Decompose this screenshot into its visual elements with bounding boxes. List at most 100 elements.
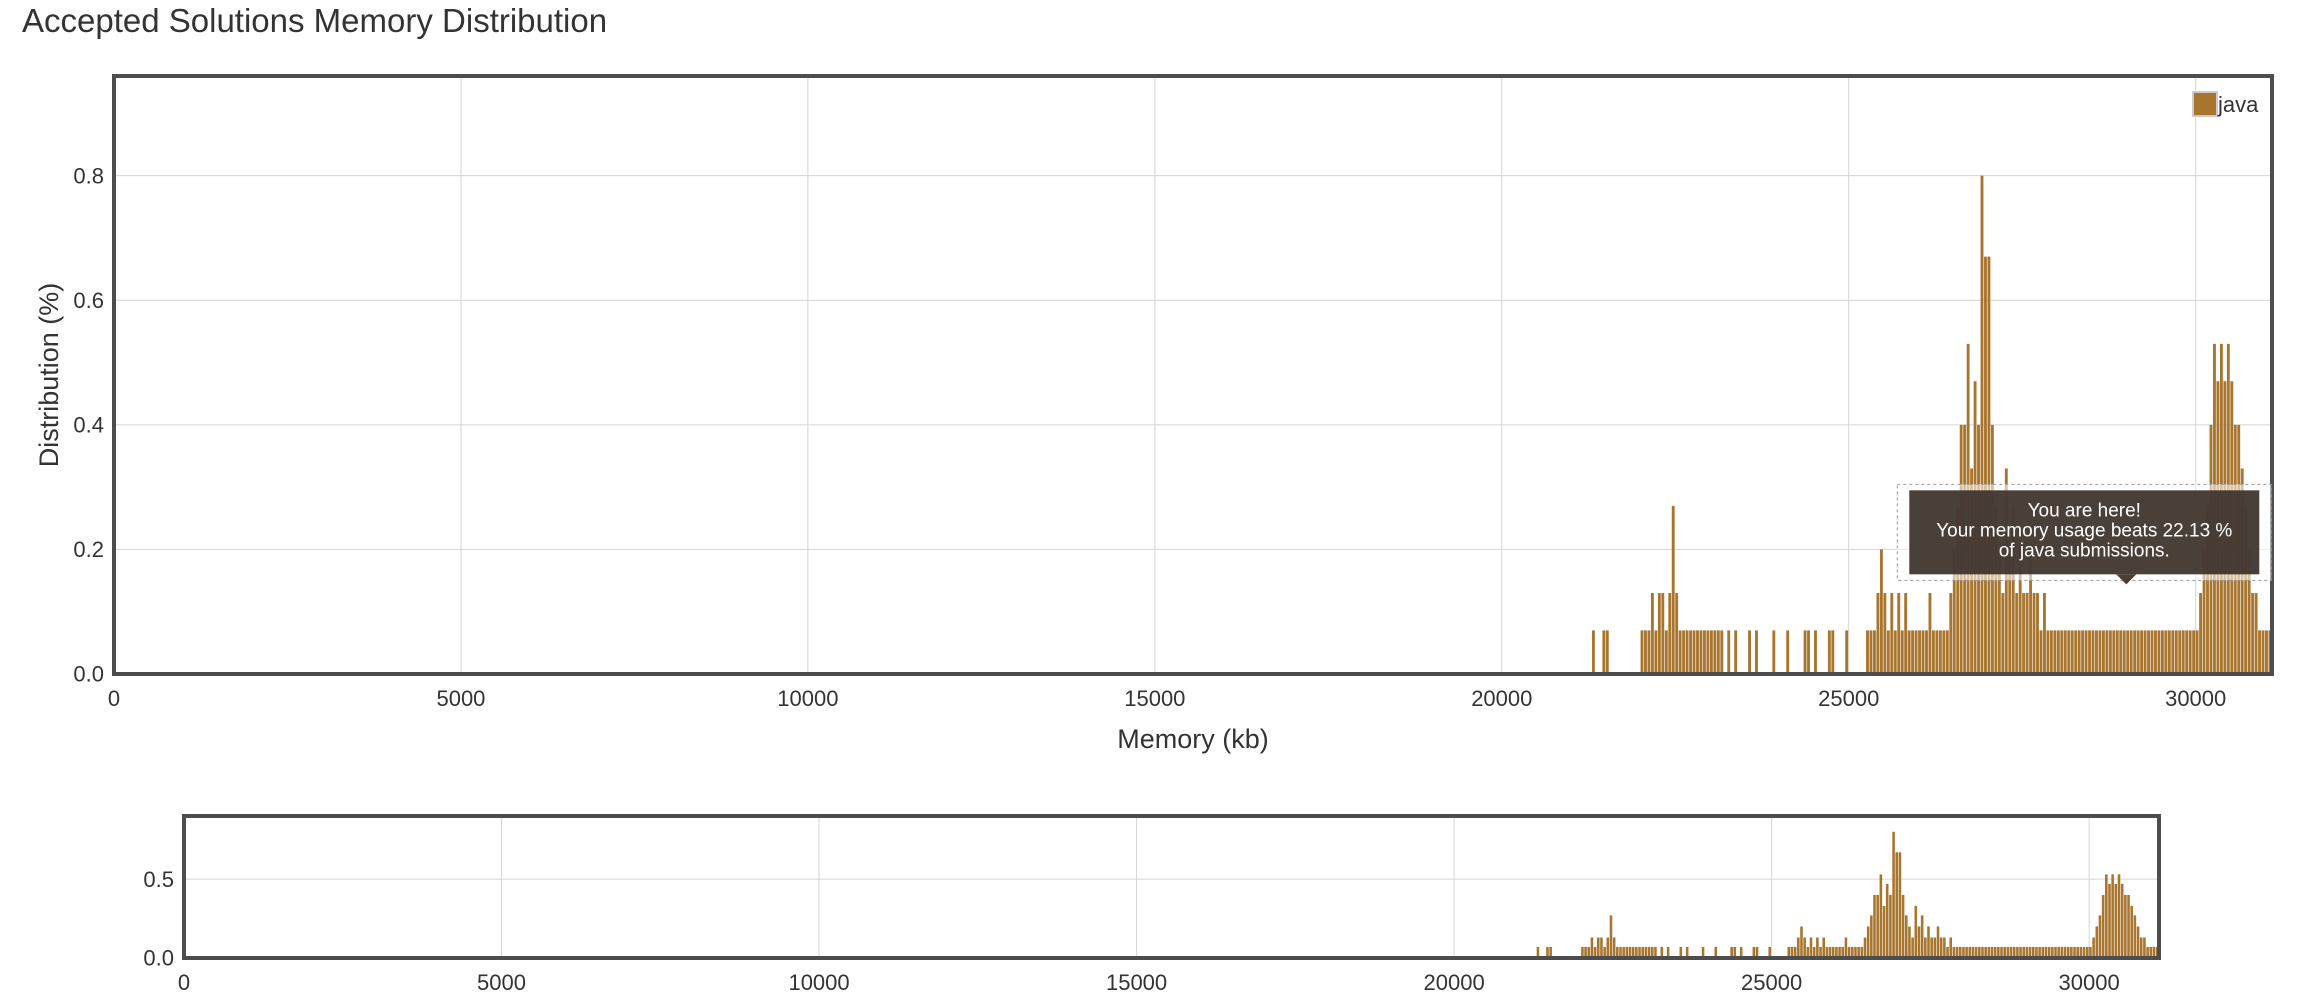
- nav-bar: [1962, 946, 1965, 958]
- main-bar: [1647, 630, 1651, 674]
- main-bar: [1997, 549, 2001, 674]
- main-bar: [2150, 630, 2154, 674]
- nav-xtick-label: 0: [178, 970, 190, 995]
- nav-bar: [1641, 946, 1645, 958]
- nav-ytick-label: 0.0: [143, 946, 174, 971]
- main-bar: [1803, 630, 1807, 674]
- nav-bar: [2051, 946, 2054, 958]
- nav-bar: [2114, 883, 2118, 958]
- main-xtick-label: 30000: [2165, 686, 2226, 711]
- nav-bar: [1987, 946, 1991, 958]
- legend-label-java: java: [2217, 92, 2259, 117]
- nav-bar: [1590, 937, 1594, 958]
- nav-bar: [1857, 946, 1860, 958]
- nav-frame: [182, 814, 2161, 960]
- main-bar: [2244, 505, 2248, 674]
- nav-bar: [1965, 946, 1968, 958]
- nav-bar: [1889, 894, 1892, 958]
- nav-bar: [2000, 946, 2003, 958]
- main-bar: [1938, 630, 1942, 674]
- nav-bar: [1622, 946, 1625, 958]
- nav-bar: [1619, 946, 1622, 958]
- main-bar: [1984, 256, 1987, 674]
- nav-bar: [1812, 946, 1816, 958]
- main-xtick-label: 5000: [436, 686, 485, 711]
- main-bar: [2032, 593, 2036, 674]
- nav-bar: [1803, 937, 1806, 958]
- nav-bar: [1549, 946, 1552, 958]
- main-bar: [1911, 630, 1915, 674]
- nav-bar: [1885, 883, 1889, 958]
- main-bar: [1807, 630, 1810, 674]
- nav-bar: [1660, 946, 1664, 958]
- nav-bar: [1930, 937, 1933, 958]
- main-bar: [1893, 630, 1897, 674]
- main-bar: [2185, 630, 2189, 674]
- main-bar: [1869, 630, 1873, 674]
- nav-bar: [1981, 946, 1984, 958]
- nav-bar: [1924, 937, 1927, 958]
- nav-bar: [1739, 946, 1743, 958]
- main-bar: [2251, 593, 2255, 674]
- main-bar: [2178, 630, 2182, 674]
- nav-bar: [1584, 946, 1587, 958]
- nav-bar: [1984, 946, 1987, 958]
- nav-bar: [2006, 946, 2010, 958]
- nav-bar: [1952, 946, 1956, 958]
- nav-bar: [2120, 883, 2124, 958]
- main-bar: [1914, 630, 1918, 674]
- nav-bar: [2082, 946, 2086, 958]
- nav-bar: [1997, 946, 2000, 958]
- nav-bar: [1854, 946, 1857, 958]
- main-bar: [2154, 630, 2157, 674]
- nav-bar: [1612, 937, 1616, 958]
- nav-bar: [2089, 946, 2092, 958]
- main-bar: [1883, 593, 1887, 674]
- nav-bar: [2098, 915, 2102, 958]
- nav-bar: [1901, 894, 1905, 958]
- nav-bar: [2127, 894, 2130, 958]
- nav-bar: [1914, 905, 1918, 958]
- navigator-chart[interactable]: 0 5000 10000 15000 20000 25000 30000 0.0 0.5: [143, 814, 2161, 995]
- legend[interactable]: java: [2192, 91, 2259, 117]
- main-bar: [2129, 630, 2133, 674]
- main-bar: [1709, 630, 1713, 674]
- main-xtick-label: 25000: [1818, 686, 1879, 711]
- x-axis-title: Memory (kb): [1117, 724, 1269, 754]
- nav-bar: [1892, 831, 1895, 958]
- nav-bar: [1920, 915, 1924, 958]
- main-bar: [1661, 593, 1665, 674]
- nav-bar: [1882, 905, 1886, 958]
- nav-bar: [1831, 946, 1835, 958]
- nav-bar: [1701, 946, 1705, 958]
- main-bar: [1873, 630, 1876, 674]
- main-bar: [2056, 630, 2060, 674]
- nav-bar: [1806, 946, 1810, 958]
- main-bar: [2025, 593, 2029, 674]
- nav-bar: [2108, 883, 2111, 958]
- nav-bar: [2022, 946, 2026, 958]
- nav-bar: [1787, 946, 1791, 958]
- main-bar: [2095, 630, 2098, 674]
- main-bar: [2011, 505, 2015, 674]
- main-bar: [1748, 630, 1751, 674]
- nav-bar: [1797, 937, 1800, 958]
- main-bar: [1654, 630, 1658, 674]
- main-bar: [1657, 593, 1661, 674]
- main-bar: [2088, 630, 2091, 674]
- nav-bar: [1978, 946, 1981, 958]
- main-bar: [2199, 593, 2203, 674]
- nav-bar: [1838, 946, 1841, 958]
- nav-bar: [1654, 946, 1657, 958]
- nav-bar: [1593, 946, 1597, 958]
- main-bar: [2039, 630, 2043, 674]
- nav-bar: [1733, 946, 1737, 958]
- main-bar: [1942, 630, 1946, 674]
- main-bar: [1949, 593, 1953, 674]
- main-bar: [2015, 593, 2019, 674]
- nav-bar: [1606, 937, 1610, 958]
- main-bar: [2074, 630, 2078, 674]
- main-bar: [2195, 630, 2199, 674]
- main-bar: [2091, 630, 2095, 674]
- nav-bar: [1587, 946, 1591, 958]
